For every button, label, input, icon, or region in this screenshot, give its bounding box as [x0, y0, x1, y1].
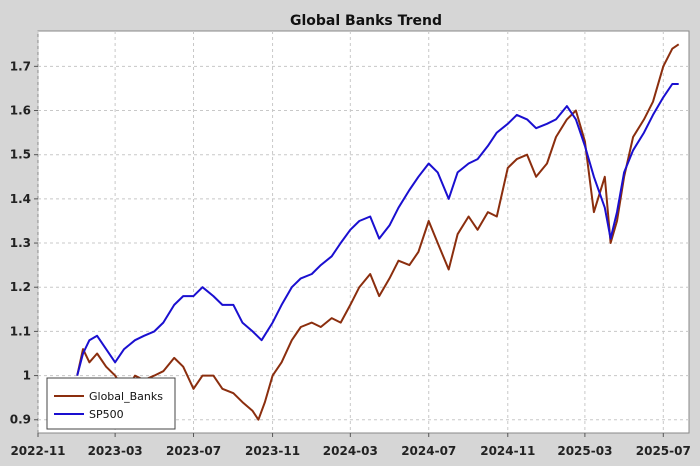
x-tick-label: 2025-07	[636, 444, 691, 458]
legend: Global_Banks SP500	[46, 377, 176, 430]
plot-area	[37, 30, 690, 434]
x-tick-label: 2024-11	[480, 444, 535, 458]
series-lines	[76, 43, 680, 421]
y-tick-label: 1.6	[10, 104, 31, 118]
y-tick-label: 1.4	[10, 192, 31, 206]
y-tick-label: 0.9	[10, 413, 31, 427]
x-tick-label: 2023-11	[245, 444, 300, 458]
series-line-sp500	[76, 83, 679, 376]
series-line-global-banks	[76, 43, 680, 421]
x-tick-label: 2024-07	[401, 444, 456, 458]
y-tick-label: 1.5	[10, 148, 31, 162]
y-tick-label: 1.2	[10, 280, 31, 294]
x-tick-label: 2022-11	[10, 444, 65, 458]
axes: 0.9 1 1.1 1.2 1.3 1.4 1.5 1.6 1.7 2022-11 2023-03 2…	[10, 59, 691, 458]
x-tick-label: 2023-07	[166, 444, 221, 458]
x-tick-label: 2023-03	[88, 444, 143, 458]
legend-label-global-banks: Global_Banks	[89, 390, 163, 403]
y-tick-label: 1.3	[10, 236, 31, 250]
x-tick-label: 2025-03	[557, 444, 612, 458]
chart-title: Global Banks Trend	[290, 13, 442, 29]
y-tick-label: 1	[23, 369, 31, 383]
y-tick-label: 1.7	[10, 59, 31, 73]
y-tick-label: 1.1	[10, 324, 31, 338]
legend-label-sp500: SP500	[89, 408, 124, 421]
x-tick-label: 2024-03	[323, 444, 378, 458]
legend-box	[46, 377, 176, 430]
